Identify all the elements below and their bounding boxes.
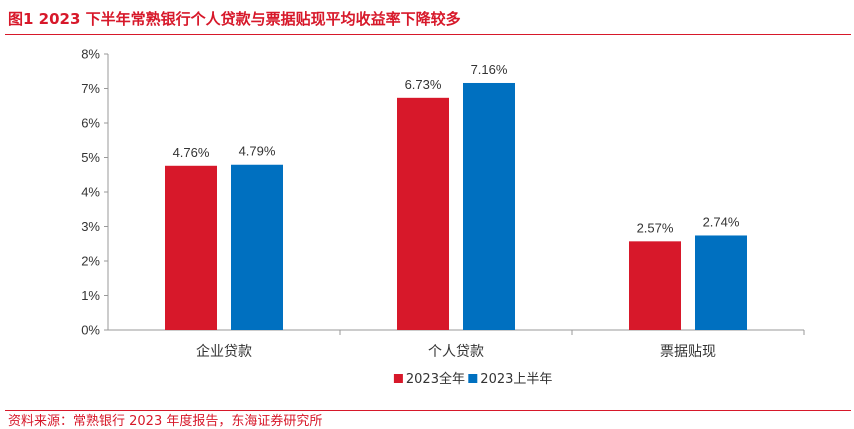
category-label: 企业贷款 — [196, 343, 252, 360]
y-tick-label: 5% — [81, 150, 100, 165]
y-tick-label: 3% — [81, 219, 100, 234]
bar — [165, 165, 217, 330]
bar — [629, 241, 681, 330]
bar — [231, 164, 283, 330]
bars-group: 4.76% 4.79% 6.73% 7.16% 2.57% 2.74% — [165, 62, 747, 330]
y-tick-label: 1% — [81, 288, 100, 303]
legend-label: 2023全年 — [406, 371, 465, 387]
legend-swatch — [393, 374, 403, 383]
data-label: 2.57% — [637, 220, 674, 235]
bar — [397, 97, 449, 330]
y-tick-label: 0% — [81, 323, 100, 338]
y-tick-label: 7% — [81, 81, 100, 96]
data-label: 4.79% — [239, 144, 276, 159]
data-label: 2.74% — [703, 214, 740, 229]
y-tick-label: 4% — [81, 185, 100, 200]
source-note: 资料来源：常熟银行 2023 年度报告，东海证券研究所 — [8, 414, 323, 429]
legend-label: 2023上半年 — [480, 372, 552, 387]
legend: 2023全年 2023上半年 — [393, 371, 552, 387]
data-label: 4.76% — [173, 145, 210, 160]
y-tick-label: 2% — [81, 254, 100, 269]
bar — [695, 235, 747, 330]
y-tick-label: 6% — [81, 116, 100, 131]
y-tick-label: 8% — [81, 47, 100, 62]
x-axis: 企业贷款 个人贷款 票据贴现 — [108, 329, 805, 360]
title-divider — [5, 34, 851, 35]
bar — [463, 82, 515, 330]
figure-title: 图1 2023 下半年常熟银行个人贷款与票据贴现平均收益率下降较多 — [8, 10, 461, 28]
y-axis: 0% 1% 2% 3% 4% 5% 6% 7% 8% — [81, 47, 109, 338]
bar-chart: 0%1%2%3%4%5%6%7%8% 企业贷款 个人贷款 票据贴现 4.76% 4.7… — [81, 47, 805, 387]
category-label: 个人贷款 — [428, 344, 484, 360]
data-label: 7.16% — [471, 62, 508, 77]
category-label: 票据贴现 — [660, 344, 716, 360]
data-label: 6.73% — [405, 77, 442, 92]
footer-divider — [5, 410, 851, 411]
legend-swatch — [468, 374, 478, 383]
